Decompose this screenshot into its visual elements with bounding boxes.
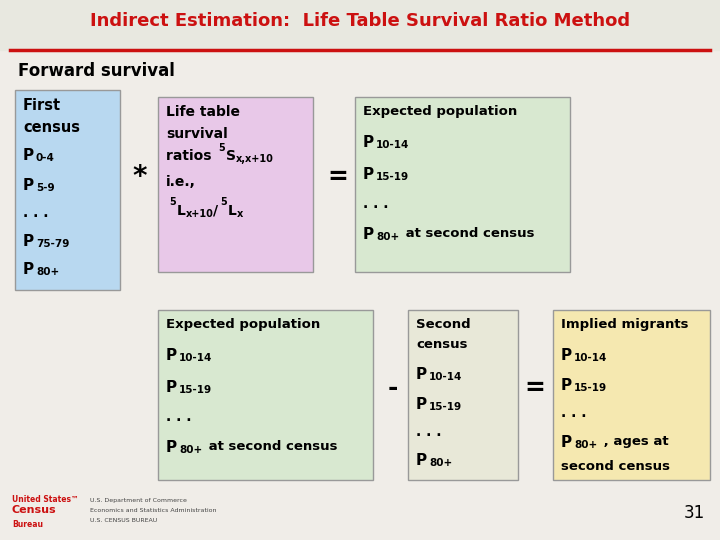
Text: P: P [166,348,177,363]
Text: Census: Census [12,505,57,515]
Text: 5: 5 [218,143,225,153]
FancyBboxPatch shape [553,310,710,480]
Text: 5: 5 [169,197,176,207]
Text: x+10: x+10 [186,209,214,219]
Text: P: P [23,234,34,249]
Text: P: P [363,167,374,182]
Text: 0-4: 0-4 [36,153,55,163]
Text: Life table: Life table [166,105,240,119]
FancyBboxPatch shape [15,90,120,290]
Text: *: * [132,163,148,191]
Text: 80+: 80+ [36,267,59,277]
Text: United States™: United States™ [12,495,78,504]
Text: at second census: at second census [204,440,338,453]
Text: P: P [23,178,34,193]
Text: P: P [363,135,374,150]
FancyBboxPatch shape [0,0,720,50]
Text: x: x [237,209,243,219]
Text: 80+: 80+ [429,458,452,468]
Text: 5-9: 5-9 [36,183,55,193]
Text: 10-14: 10-14 [179,353,212,363]
Text: 80+: 80+ [179,445,202,455]
Text: S: S [226,149,236,163]
Text: 15-19: 15-19 [179,385,212,395]
Text: ratios: ratios [166,149,217,163]
Text: P: P [363,227,374,242]
Text: -: - [388,376,398,400]
Text: L: L [228,204,237,218]
Text: P: P [561,435,572,450]
Text: =: = [328,165,348,189]
Text: , ages at: , ages at [599,435,669,448]
Text: /: / [213,204,218,218]
Text: P: P [416,453,427,468]
Text: 15-19: 15-19 [574,383,607,393]
Text: 15-19: 15-19 [376,172,409,182]
Text: P: P [23,262,34,277]
Text: . . .: . . . [363,197,389,211]
Text: First: First [23,98,61,113]
FancyBboxPatch shape [408,310,518,480]
FancyBboxPatch shape [158,97,313,272]
Text: 80+: 80+ [574,440,598,450]
Text: survival: survival [166,127,228,141]
Text: Expected population: Expected population [166,318,320,331]
Text: Economics and Statistics Administration: Economics and Statistics Administration [90,508,217,513]
Text: P: P [561,348,572,363]
Text: 10-14: 10-14 [376,140,410,150]
Text: P: P [416,397,427,412]
Text: Indirect Estimation:  Life Table Survival Ratio Method: Indirect Estimation: Life Table Survival… [90,12,630,30]
Text: Forward survival: Forward survival [18,62,175,80]
FancyBboxPatch shape [158,310,373,480]
Text: P: P [166,380,177,395]
Text: 5: 5 [220,197,227,207]
Text: P: P [23,148,34,163]
Text: 31: 31 [684,504,705,522]
Text: Expected population: Expected population [363,105,517,118]
Text: =: = [525,376,546,400]
Text: x,x+10: x,x+10 [236,154,274,164]
Text: U.S. Department of Commerce: U.S. Department of Commerce [90,498,187,503]
Text: Implied migrants: Implied migrants [561,318,688,331]
Text: L: L [177,204,186,218]
Text: U.S. CENSUS BUREAU: U.S. CENSUS BUREAU [90,518,157,523]
Text: 15-19: 15-19 [429,402,462,412]
Text: at second census: at second census [401,227,534,240]
Text: 10-14: 10-14 [574,353,608,363]
Text: P: P [416,367,427,382]
Text: second census: second census [561,460,670,473]
FancyBboxPatch shape [355,97,570,272]
Text: P: P [166,440,177,455]
Text: 10-14: 10-14 [429,372,462,382]
Text: 75-79: 75-79 [36,239,69,249]
Text: . . .: . . . [561,406,587,420]
Text: census: census [416,338,467,351]
Text: Bureau: Bureau [12,520,43,529]
Text: P: P [561,378,572,393]
Text: . . .: . . . [166,410,192,424]
Text: census: census [23,120,80,135]
Text: 80+: 80+ [376,232,400,242]
Text: . . .: . . . [23,206,48,220]
Text: Second: Second [416,318,471,331]
Text: . . .: . . . [416,425,441,439]
Text: i.e.,: i.e., [166,175,196,189]
